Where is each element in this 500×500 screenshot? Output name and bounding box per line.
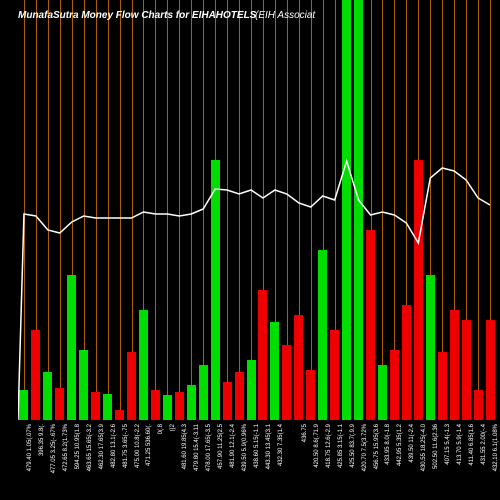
chart-subtitle: (EIH Associat xyxy=(255,10,315,21)
plot-area xyxy=(18,0,496,420)
x-label: 432.10 6.1(1.08% xyxy=(493,424,499,471)
x-label: 462.30 17.65(3.9 xyxy=(99,424,105,469)
x-label: 433.95 8.0(-1.8 xyxy=(385,424,391,465)
x-label: 479.80 15.4(-3.11 xyxy=(194,424,200,471)
x-label: 457.90 11.25(2.5 xyxy=(218,424,224,469)
x-label: 456.75 15.95(3.6 xyxy=(374,424,380,469)
x-label: 471.25 536.60(. xyxy=(146,424,152,466)
x-label: 420.70 7.5(3.72% xyxy=(362,424,368,471)
x-label: 413.70 5.9(-1.4 xyxy=(457,424,463,465)
x-label: 430.55 18.25(-4.0 xyxy=(421,424,427,471)
x-label: 443.30 13.45(3.1 xyxy=(266,424,272,469)
x-label: 407.15 5.4(-1.3 xyxy=(445,424,451,465)
x-label: 439.50 11(-2.4 xyxy=(409,424,415,463)
x-label: 482.80 13.1(-2.6 xyxy=(111,424,117,468)
x-label: 425.85 3.15(-1.1 xyxy=(338,424,344,468)
x-label: 442.95 5.35(1.2 xyxy=(397,424,403,466)
x-label: 481.60 19.85(4.3 xyxy=(182,424,188,469)
x-label: 463.65 15.65(-3.2 xyxy=(87,424,93,471)
x-label: 396.35 9.8(. xyxy=(39,424,45,456)
x-label: 478.00 17.65(-3.5 xyxy=(206,424,212,471)
x-label: 432.30 7.35(1.4 xyxy=(278,424,284,466)
x-label: 594.25 10.95(1.8 xyxy=(75,424,81,469)
x-label: 475.00 10.8(-2.2 xyxy=(135,424,141,468)
x-label: 436.75 xyxy=(302,424,308,442)
x-label: 481.90 12.1(-2.4 xyxy=(230,424,236,468)
x-axis-labels: 479.40 1.05(.07% 396.35 9.8(. 477.05 3.25(… xyxy=(18,424,496,500)
x-label: 481.75 3.65(-.75 xyxy=(123,424,129,468)
x-label: 411.40 6.85(1.6 xyxy=(469,424,475,466)
x-label: 418.75 12.6(-2.9 xyxy=(326,424,332,468)
x-label: 439.50 5.9(0.96% xyxy=(242,424,248,471)
x-label: ({2 xyxy=(170,424,176,431)
chart-title: MunafaSutra Money Flow Charts for EIHAHO… xyxy=(18,10,256,21)
x-label: 420.50 8.6(.71.9 xyxy=(314,424,320,468)
price-line xyxy=(18,0,496,420)
chart-container: MunafaSutra Money Flow Charts for EIHAHO… xyxy=(0,0,500,500)
x-label: 472.65 8.2(1.73% xyxy=(63,424,69,471)
x-label: 477.05 3.25(-.67% xyxy=(51,424,57,473)
x-label: 425.50 83.7(.9.9 xyxy=(350,424,356,468)
x-label: 431.55 2.00(-.4 xyxy=(481,424,487,465)
x-label: 502.50 11.6(2.36 xyxy=(433,424,439,469)
x-label: 438.60 5.15(-1.1 xyxy=(254,424,260,468)
x-label: 479.40 1.05(.07% xyxy=(27,424,33,471)
x-label: 0(.8 xyxy=(158,424,164,434)
